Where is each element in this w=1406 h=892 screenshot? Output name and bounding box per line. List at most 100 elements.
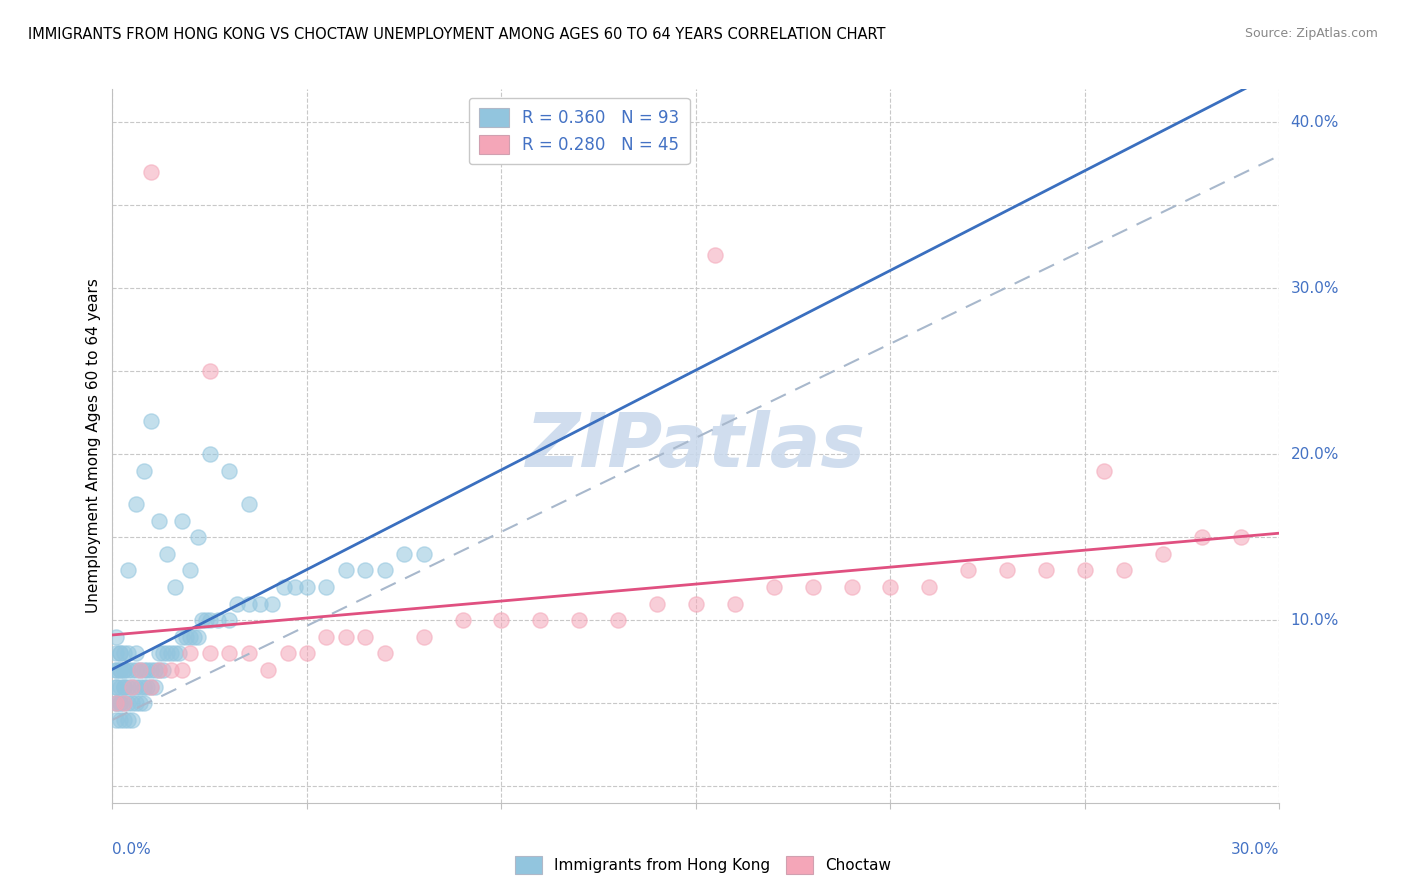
Point <box>163 580 186 594</box>
Point <box>238 497 260 511</box>
Point <box>529 613 551 627</box>
Point <box>183 630 205 644</box>
Point <box>260 597 283 611</box>
Point <box>125 680 148 694</box>
Point <box>191 613 214 627</box>
Point <box>105 696 128 710</box>
Point <box>112 713 135 727</box>
Point <box>156 547 179 561</box>
Point <box>568 613 591 627</box>
Point <box>112 696 135 710</box>
Point <box>685 597 707 611</box>
Point <box>1152 547 1174 561</box>
Point <box>105 713 128 727</box>
Point <box>198 364 221 378</box>
Point <box>112 663 135 677</box>
Point <box>238 597 260 611</box>
Point <box>704 248 727 262</box>
Point <box>143 680 166 694</box>
Point <box>167 647 190 661</box>
Point <box>156 647 179 661</box>
Point <box>152 663 174 677</box>
Point <box>105 680 128 694</box>
Point <box>1112 564 1135 578</box>
Point <box>295 580 318 594</box>
Point <box>762 580 785 594</box>
Point <box>125 647 148 661</box>
Point <box>117 680 139 694</box>
Point <box>176 630 198 644</box>
Point <box>218 647 240 661</box>
Point <box>121 696 143 710</box>
Point <box>335 564 357 578</box>
Point <box>110 647 132 661</box>
Point <box>121 680 143 694</box>
Point <box>121 663 143 677</box>
Point <box>1035 564 1057 578</box>
Point <box>152 647 174 661</box>
Point <box>117 713 139 727</box>
Point <box>218 613 240 627</box>
Point <box>354 630 377 644</box>
Point <box>128 680 150 694</box>
Point <box>141 680 163 694</box>
Point <box>207 613 229 627</box>
Point <box>276 647 298 661</box>
Point <box>172 514 194 528</box>
Point <box>148 663 170 677</box>
Point <box>607 613 630 627</box>
Point <box>143 663 166 677</box>
Point <box>110 696 132 710</box>
Point <box>374 564 396 578</box>
Point <box>1191 530 1213 544</box>
Point <box>121 713 143 727</box>
Text: ZIPatlas: ZIPatlas <box>526 409 866 483</box>
Point <box>257 663 280 677</box>
Point <box>160 663 183 677</box>
Point <box>136 663 159 677</box>
Point <box>226 597 249 611</box>
Point <box>1092 464 1115 478</box>
Point <box>198 447 221 461</box>
Point <box>117 564 139 578</box>
Point <box>995 564 1018 578</box>
Point <box>238 647 260 661</box>
Point <box>117 663 139 677</box>
Point <box>128 663 150 677</box>
Point <box>141 663 163 677</box>
Point <box>148 514 170 528</box>
Point <box>392 547 416 561</box>
Point <box>110 647 132 661</box>
Point <box>110 663 132 677</box>
Point <box>187 630 209 644</box>
Point <box>179 647 201 661</box>
Point <box>141 414 163 428</box>
Point <box>354 564 377 578</box>
Point <box>315 580 337 594</box>
Point <box>645 597 668 611</box>
Point <box>128 696 150 710</box>
Legend: R = 0.360   N = 93, R = 0.280   N = 45: R = 0.360 N = 93, R = 0.280 N = 45 <box>470 97 689 164</box>
Point <box>117 647 139 661</box>
Point <box>110 663 132 677</box>
Point <box>141 165 163 179</box>
Point <box>918 580 941 594</box>
Point <box>125 497 148 511</box>
Point <box>125 663 148 677</box>
Point <box>412 547 434 561</box>
Point <box>112 696 135 710</box>
Point <box>451 613 474 627</box>
Point <box>801 580 824 594</box>
Text: IMMIGRANTS FROM HONG KONG VS CHOCTAW UNEMPLOYMENT AMONG AGES 60 TO 64 YEARS CORR: IMMIGRANTS FROM HONG KONG VS CHOCTAW UNE… <box>28 27 886 42</box>
Point <box>412 630 434 644</box>
Point <box>284 580 307 594</box>
Point <box>148 647 170 661</box>
Point <box>198 613 221 627</box>
Point <box>105 630 128 644</box>
Point <box>105 696 128 710</box>
Point <box>1074 564 1097 578</box>
Point <box>957 564 980 578</box>
Point <box>112 680 135 694</box>
Point <box>105 696 128 710</box>
Point <box>1229 530 1251 544</box>
